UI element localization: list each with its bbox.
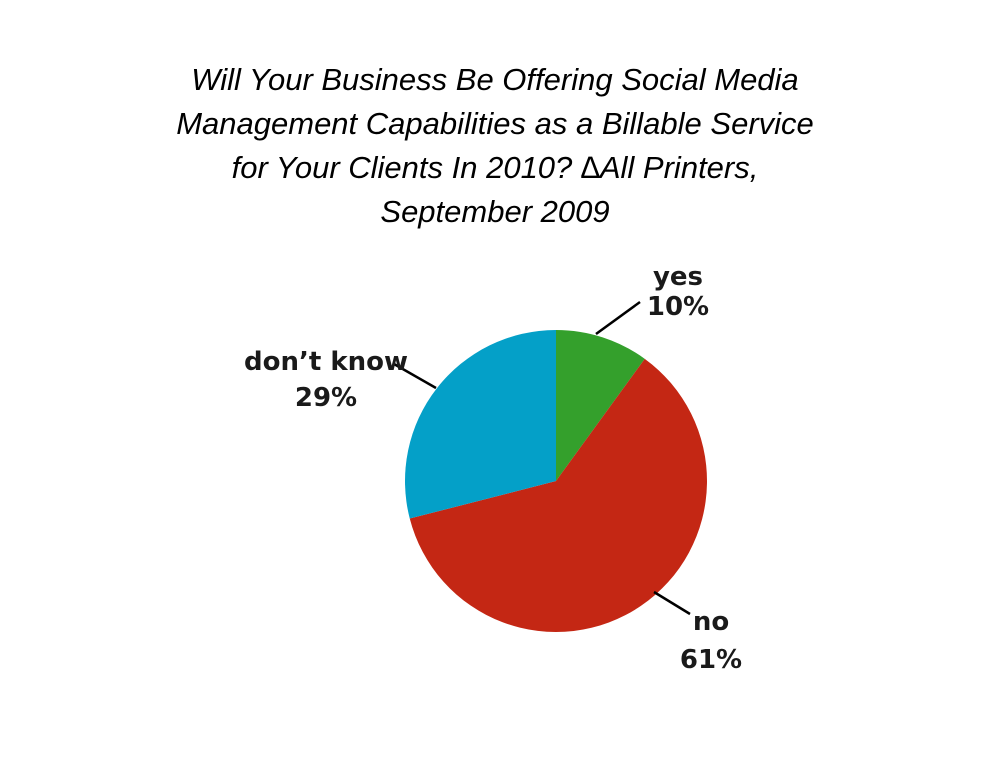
leader-line-no xyxy=(653,590,691,616)
chart-title-line-4: September 2009 xyxy=(380,194,610,229)
chart-title-line-1: Will Your Business Be Offering Social Me… xyxy=(191,62,799,97)
chart-title-line-3: for Your Clients In 2010? ∆All Printers, xyxy=(231,150,759,185)
slice-label-dont-know-name: don’t know xyxy=(244,347,408,377)
pie-slice-don-t-know xyxy=(405,330,556,519)
slice-label-no-value: 61% xyxy=(680,645,742,675)
slice-label-dont-know-value: 29% xyxy=(295,383,357,413)
slice-label-no-name: no xyxy=(693,607,729,637)
pie-slice-no xyxy=(409,358,708,633)
chart-title-line-2: Management Capabilities as a Billable Se… xyxy=(176,106,814,141)
leader-line-yes xyxy=(595,300,641,336)
slice-label-no: no 61% xyxy=(653,590,742,675)
leader-line-dont-know xyxy=(393,362,437,390)
chart-title: Will Your Business Be Offering Social Me… xyxy=(95,58,895,234)
slice-label-yes-value: 10% xyxy=(647,292,709,322)
pie-slice-yes xyxy=(556,330,645,481)
pie-slices xyxy=(405,330,708,633)
slice-label-dont-know: don’t know 29% xyxy=(244,347,437,413)
slice-label-yes-name: yes xyxy=(653,262,703,292)
slice-label-yes: yes 10% xyxy=(595,262,709,336)
